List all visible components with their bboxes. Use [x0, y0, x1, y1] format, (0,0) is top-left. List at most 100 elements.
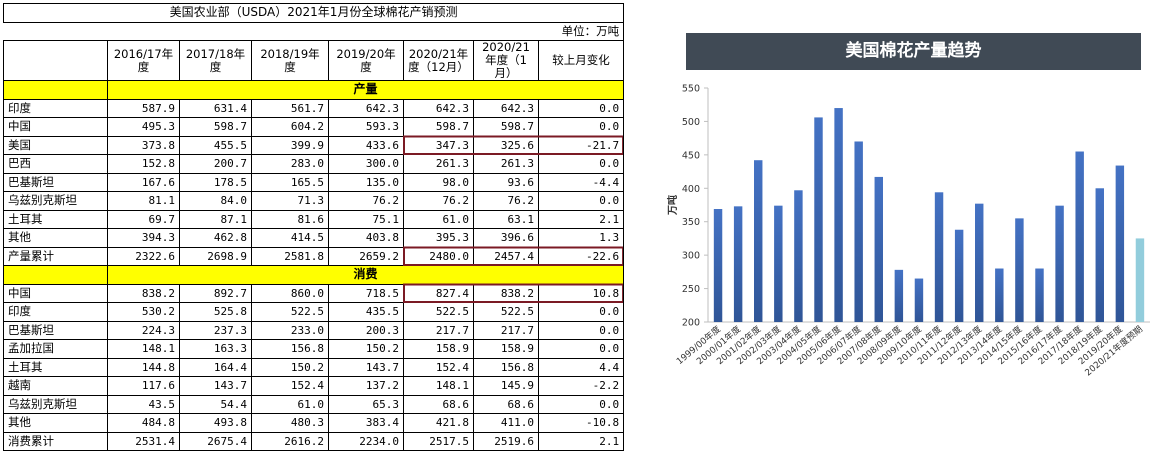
table-cell: 87.1 [179, 209, 252, 229]
table-cell: 165.5 [251, 172, 329, 192]
table-row: 产量累计 2322.6 2698.9 2581.8 2659.2 2480.0 2457.4… [3, 246, 625, 266]
table-cell: 0.0 [537, 339, 625, 359]
table-title-row: 美国农业部（USDA）2021年1月份全球棉花产销预测 [2, 3, 625, 23]
table-cell: 2480.0 [403, 246, 474, 266]
table-cell: 892.7 [179, 283, 252, 303]
table-cell: 167.6 [107, 172, 180, 192]
table-cell: 0.0 [537, 320, 625, 340]
bar [954, 229, 964, 322]
table-cell: 164.4 [179, 357, 252, 377]
bar [834, 108, 843, 322]
table-row: 消费累计 2531.4 2675.4 2616.2 2234.0 2517.5 2519.6… [3, 431, 625, 451]
table-cell: 54.4 [179, 394, 252, 414]
table-row: 中国 838.2 892.7 860.0 718.5 827.4 838.2 10.8 [3, 283, 625, 303]
table-cell: 300.0 [328, 154, 404, 174]
table-header-row: 2016/17年度 2017/18年度 2018/19年度 2019/20年度 2020… [3, 40, 625, 81]
table-row: 巴基斯坦 167.6 178.5 165.5 135.0 98.0 93.6 -4.4 [3, 172, 625, 192]
table-cell: 2531.4 [107, 431, 180, 451]
section-title: 产量 [106, 80, 625, 100]
table-cell: 150.2 [328, 339, 404, 359]
row-label: 其他 [3, 228, 108, 248]
y-tick-label: 250 [682, 284, 700, 295]
bar [1035, 268, 1044, 322]
section-spacer [3, 80, 108, 100]
table-cell: 144.8 [107, 357, 180, 377]
bar [975, 203, 984, 322]
table-cell: 261.3 [473, 154, 539, 174]
table-cell: 394.3 [107, 228, 180, 248]
table-cell: 480.3 [251, 413, 329, 433]
table-cell: 71.3 [251, 191, 329, 211]
table-row: 越南 117.6 143.7 152.4 137.2 148.1 145.9 -2.2 [3, 376, 625, 396]
table-cell: 0.0 [537, 98, 625, 118]
table-row: 其他 394.3 462.8 414.5 403.8 395.3 396.6 1.3 [3, 228, 625, 248]
column-header: 2019/20年度 [328, 40, 404, 81]
table-cell: 2519.6 [473, 431, 539, 451]
row-label: 产量累计 [3, 246, 108, 266]
bar [1115, 165, 1125, 322]
column-header: 2017/18年度 [179, 40, 252, 81]
table-cell: 81.1 [107, 191, 180, 211]
column-header: 2016/17年度 [107, 40, 180, 81]
bar [894, 269, 904, 322]
table-cell: 2.1 [537, 431, 625, 451]
row-label: 孟加拉国 [3, 339, 108, 359]
table-cell: 81.6 [251, 209, 329, 229]
row-label: 巴基斯坦 [3, 320, 108, 340]
bar [794, 190, 803, 322]
table-cell: 525.8 [179, 302, 252, 322]
table-cell: 2616.2 [251, 431, 329, 451]
table-cell: -4.4 [537, 172, 625, 192]
table-cell: 84.0 [179, 191, 252, 211]
table-cell: 0.0 [537, 302, 625, 322]
y-tick-label: 200 [682, 318, 700, 329]
table-cell: 148.1 [403, 376, 474, 396]
row-label: 其他 [3, 413, 108, 433]
table-cell: 631.4 [179, 98, 252, 118]
table-cell: 421.8 [403, 413, 474, 433]
row-label: 乌兹别克斯坦 [3, 394, 108, 414]
table-cell: 98.0 [403, 172, 474, 192]
table-cell: 76.2 [328, 191, 404, 211]
column-header: 较上月变化 [537, 40, 625, 81]
row-label: 中国 [3, 117, 108, 137]
table-cell: 61.0 [251, 394, 329, 414]
table-cell: 373.8 [107, 135, 180, 155]
y-tick-label: 400 [682, 184, 700, 195]
row-label: 乌兹别克斯坦 [3, 191, 108, 211]
table-cell: 411.0 [473, 413, 539, 433]
bar [854, 141, 863, 322]
table-cell: 383.4 [328, 413, 404, 433]
table-cell: 598.7 [403, 117, 474, 137]
section-header-row: 消费 [3, 265, 625, 285]
table-row: 巴基斯坦 224.3 237.3 233.0 200.3 217.7 217.7 0.0 [3, 320, 625, 340]
section-spacer [3, 265, 108, 285]
cotton-forecast-table-panel: 美国农业部（USDA）2021年1月份全球棉花产销预测 单位：万吨 2016/17年… [2, 3, 625, 451]
column-header: 2018/19年度 [251, 40, 329, 81]
table-cell: 495.3 [107, 117, 180, 137]
table-cell: 2234.0 [328, 431, 404, 451]
table-cell: 237.3 [179, 320, 252, 340]
table-cell: 158.9 [473, 339, 539, 359]
table-cell: 642.3 [328, 98, 404, 118]
table-cell: 158.9 [403, 339, 474, 359]
table-cell: 484.8 [107, 413, 180, 433]
table-cell: 414.5 [251, 228, 329, 248]
table-cell: 65.3 [328, 394, 404, 414]
table-row: 印度 587.9 631.4 561.7 642.3 642.3 642.3 0.0 [3, 98, 625, 118]
table-cell: 163.3 [179, 339, 252, 359]
y-tick-label: 500 [682, 117, 700, 128]
table-cell: 860.0 [251, 283, 329, 303]
bar [1135, 238, 1145, 322]
table-cell: 145.9 [473, 376, 539, 396]
table-cell: -22.6 [537, 246, 625, 266]
table-cell: 2675.4 [179, 431, 252, 451]
table-row: 乌兹别克斯坦 81.1 84.0 71.3 76.2 76.2 76.2 0.0 [3, 191, 625, 211]
table-row: 土耳其 69.7 87.1 81.6 75.1 61.0 63.1 2.1 [3, 209, 625, 229]
bar-chart: 200250300350400450500550万吨1999/00年度2000/… [666, 84, 1150, 378]
table-cell: 143.7 [328, 357, 404, 377]
row-label: 美国 [3, 135, 108, 155]
table-cell: 2.1 [537, 209, 625, 229]
table-cell: 68.6 [403, 394, 474, 414]
y-tick-label: 300 [682, 251, 700, 262]
